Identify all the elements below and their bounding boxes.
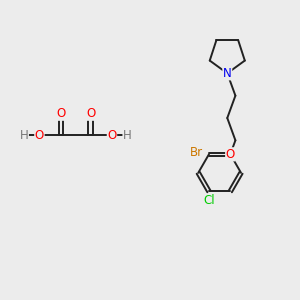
Text: H: H (123, 129, 132, 142)
Text: N: N (223, 67, 232, 80)
Text: O: O (226, 148, 235, 161)
Text: O: O (35, 129, 44, 142)
Text: O: O (107, 129, 117, 142)
Text: O: O (86, 107, 95, 120)
Text: Cl: Cl (203, 194, 215, 207)
Text: H: H (20, 129, 28, 142)
Text: Br: Br (190, 146, 203, 159)
Text: O: O (56, 107, 65, 120)
